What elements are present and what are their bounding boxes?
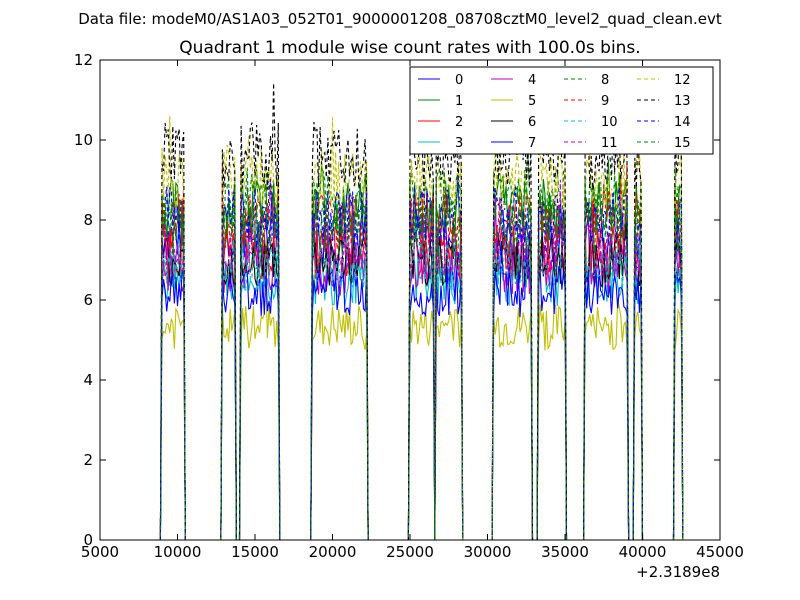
y-tick-label: 0 bbox=[83, 531, 93, 549]
legend-label-11: 11 bbox=[601, 136, 618, 151]
legend-label-1: 1 bbox=[455, 94, 463, 109]
legend-label-9: 9 bbox=[601, 94, 609, 109]
series-line-11 bbox=[157, 179, 686, 541]
series-line-10 bbox=[157, 218, 686, 541]
y-tick-label: 6 bbox=[83, 291, 93, 309]
y-tick-label: 2 bbox=[83, 451, 93, 469]
x-tick-label: 20000 bbox=[309, 543, 357, 561]
series-line-2 bbox=[157, 198, 686, 541]
legend-label-0: 0 bbox=[455, 73, 463, 88]
x-tick-label: 30000 bbox=[464, 543, 512, 561]
y-tick-label: 8 bbox=[83, 211, 93, 229]
legend-label-15: 15 bbox=[674, 136, 691, 151]
legend-label-2: 2 bbox=[455, 115, 463, 130]
legend-label-4: 4 bbox=[528, 73, 536, 88]
legend-label-3: 3 bbox=[455, 136, 463, 151]
series-line-12 bbox=[157, 116, 686, 541]
legend-label-10: 10 bbox=[601, 115, 618, 130]
legend-label-5: 5 bbox=[528, 94, 536, 109]
series-line-13 bbox=[157, 82, 686, 541]
series-line-15 bbox=[157, 167, 686, 541]
figure-suptitle: Data file: modeM0/AS1A03_052T01_90000012… bbox=[78, 10, 722, 29]
legend-box bbox=[409, 66, 714, 155]
series-layer bbox=[157, 82, 686, 541]
legend-label-14: 14 bbox=[674, 115, 691, 130]
x-offset-label: +2.3189e8 bbox=[636, 563, 720, 581]
x-tick-label: 10000 bbox=[154, 543, 202, 561]
axes-layer: 5000 10000 15000 20000 25000 30000 35000 40000 4… bbox=[74, 51, 744, 581]
y-tick-label: 10 bbox=[74, 131, 93, 149]
series-line-5 bbox=[157, 280, 686, 541]
legend-label-7: 7 bbox=[528, 136, 536, 151]
x-tick-label: 45000 bbox=[696, 543, 744, 561]
legend-label-12: 12 bbox=[674, 73, 691, 88]
legend-label-8: 8 bbox=[601, 73, 609, 88]
x-tick-label: 15000 bbox=[231, 543, 279, 561]
y-tick-label: 4 bbox=[83, 371, 93, 389]
x-tick-label: 40000 bbox=[619, 543, 667, 561]
legend-label-6: 6 bbox=[528, 115, 536, 130]
legend-label-13: 13 bbox=[674, 94, 691, 109]
series-line-7 bbox=[157, 240, 686, 541]
x-tick-label: 25000 bbox=[386, 543, 434, 561]
x-tick-label: 35000 bbox=[541, 543, 589, 561]
chart-title: Quadrant 1 module wise count rates with … bbox=[179, 38, 640, 58]
y-tick-label: 12 bbox=[74, 51, 93, 69]
x-tick-label: 5000 bbox=[81, 543, 119, 561]
